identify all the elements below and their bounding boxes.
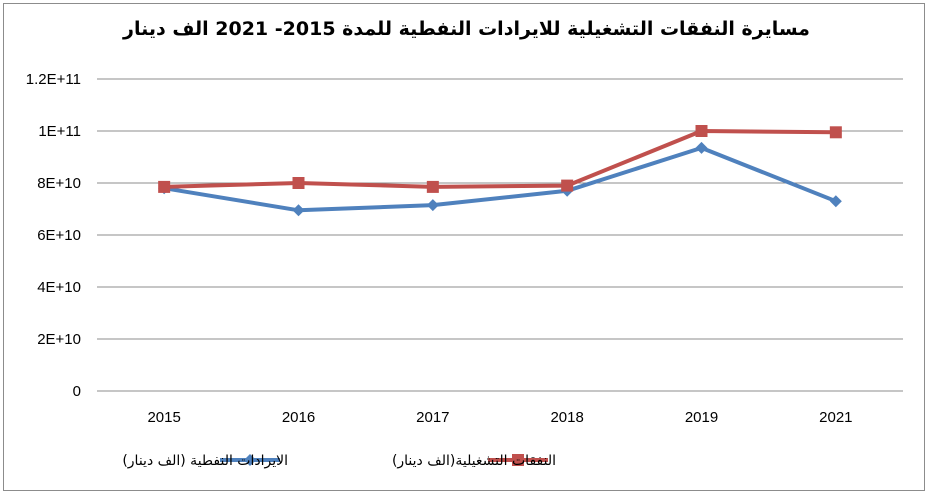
data-point-square	[158, 180, 171, 193]
x-tick-label: 2015	[147, 409, 180, 426]
y-tick-label: 8E+10	[37, 175, 81, 192]
x-tick-label: 2021	[819, 409, 852, 426]
x-tick-label: 2019	[685, 409, 718, 426]
data-point-square	[695, 125, 708, 137]
series-1	[158, 141, 842, 217]
series-line	[163, 145, 837, 213]
legend-label: النفقات التشغيلية(الف دينار)	[392, 453, 556, 469]
data-point-square	[292, 177, 305, 189]
y-tick-label: 1.2E+11	[26, 71, 81, 88]
chart-title: مسايرة النفقات التشغيلية للايرادات النفط…	[123, 18, 810, 40]
data-point-square	[561, 179, 574, 192]
gridlines	[97, 78, 903, 392]
legend-entry: النفقات التشغيلية(الف دينار)	[392, 453, 556, 469]
chart-frame	[3, 3, 925, 491]
data-point-diamond	[695, 141, 708, 154]
data-point-diamond	[292, 204, 305, 217]
series-line	[164, 129, 836, 189]
data-point-diamond	[426, 199, 439, 212]
data-point-diamond	[829, 195, 842, 208]
legend: النفقات التشغيلية(الف دينار) الايرادات ال…	[122, 453, 556, 469]
y-tick-label: 4E+10	[37, 279, 81, 296]
x-axis-tick-labels: 2015 2016 2017 2018 2019 2021	[147, 409, 852, 426]
series-2	[158, 125, 842, 193]
y-tick-label: 2E+10	[37, 331, 81, 348]
x-tick-label: 2018	[550, 409, 583, 426]
y-axis-tick-labels: 0 2E+10 4E+10 6E+10 8E+10 1E+11 1.2E+11	[26, 71, 81, 400]
legend-marker-square	[512, 454, 524, 466]
y-tick-label: 0	[73, 383, 81, 400]
legend-marker-diamond	[244, 454, 256, 466]
legend-entry: الايرادات النفطية (الف دينار)	[122, 453, 288, 469]
data-point-square	[426, 180, 439, 193]
legend-label: الايرادات النفطية (الف دينار)	[122, 453, 288, 469]
data-point-square	[829, 126, 842, 139]
y-tick-label: 6E+10	[37, 227, 81, 244]
series-layer	[158, 125, 842, 217]
y-tick-label: 1E+11	[38, 123, 81, 140]
x-tick-label: 2016	[282, 409, 315, 426]
x-tick-label: 2017	[416, 409, 449, 426]
